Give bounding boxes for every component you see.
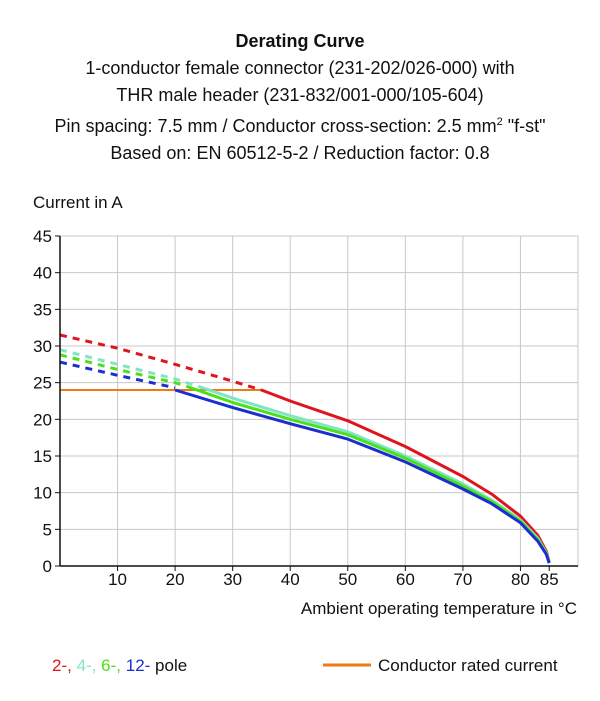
chart-subtitle-line-3-main: Pin spacing: 7.5 mm / Conductor cross-se… bbox=[54, 116, 497, 136]
y-tick-label: 10 bbox=[33, 484, 52, 503]
x-tick-label: 40 bbox=[281, 570, 300, 589]
chart-subtitle-line-2: THR male header (231-832/001-000/105-604… bbox=[116, 85, 484, 105]
x-tick-label: 70 bbox=[453, 570, 472, 589]
y-tick-label: 35 bbox=[33, 300, 52, 319]
y-tick-label: 45 bbox=[33, 227, 52, 246]
legend-pole-text: 2-, 4-, 6-, 12- pole bbox=[52, 656, 187, 675]
y-tick-label: 20 bbox=[33, 410, 52, 429]
y-axis-label: Current in A bbox=[33, 193, 123, 212]
x-tick-label: 80 bbox=[511, 570, 530, 589]
x-axis-label: Ambient operating temperature in °C bbox=[301, 599, 577, 618]
x-tick-label: 50 bbox=[338, 570, 357, 589]
6-pole-line bbox=[186, 384, 551, 563]
4-pole-extrapolated-line bbox=[59, 348, 199, 388]
chart-subtitle-line-3: Pin spacing: 7.5 mm / Conductor cross-se… bbox=[0, 109, 600, 140]
superscript-two: 2 bbox=[496, 116, 503, 128]
y-tick-label: 0 bbox=[43, 557, 52, 576]
legend-pole-part: 2- bbox=[52, 656, 67, 675]
y-tick-label: 25 bbox=[33, 374, 52, 393]
x-tick-label: 85 bbox=[540, 570, 559, 589]
legend-pole-part: , bbox=[92, 656, 101, 675]
legend-pole-part: pole bbox=[150, 656, 187, 675]
x-tick-label: 10 bbox=[108, 570, 127, 589]
2-pole-extrapolated-line bbox=[59, 333, 262, 392]
12-pole-extrapolated-line bbox=[59, 360, 176, 390]
12-pole-line bbox=[174, 388, 551, 564]
chart-axes: 10 20 30 40 50 60 70 80 85 0 5 10 15 20 25 30 35 40 45 bbox=[33, 227, 578, 589]
chart-subtitle-line-1: 1-conductor female connector (231-202/02… bbox=[85, 58, 515, 78]
y-tick-label: 15 bbox=[33, 447, 52, 466]
plot-frame bbox=[59, 235, 579, 567]
chart-series bbox=[59, 333, 551, 564]
chart-subtitle-line-4: Based on: EN 60512-5-2 / Reduction facto… bbox=[110, 143, 490, 163]
chart-subtitle-line-3-tail: "f-st" bbox=[502, 116, 546, 136]
x-tick-label: 60 bbox=[396, 570, 415, 589]
title-block: Derating Curve 1-conductor female connec… bbox=[0, 28, 600, 167]
legend-pole-part: , bbox=[116, 656, 125, 675]
x-tick-label: 20 bbox=[166, 570, 185, 589]
legend-pole-part: 6- bbox=[101, 656, 116, 675]
chart-title: Derating Curve bbox=[235, 31, 365, 51]
y-tick-label: 40 bbox=[33, 264, 52, 283]
y-tick-label: 5 bbox=[43, 520, 52, 539]
legend-pole-part: 4- bbox=[77, 656, 92, 675]
6-pole-extrapolated-line bbox=[59, 353, 188, 388]
legend-rated-current-label: Conductor rated current bbox=[378, 656, 558, 675]
chart-grid bbox=[59, 235, 579, 567]
y-tick-label: 30 bbox=[33, 337, 52, 356]
legend-pole-part: , bbox=[67, 656, 76, 675]
x-tick-label: 30 bbox=[223, 570, 242, 589]
legend-pole-part: 12- bbox=[126, 656, 151, 675]
